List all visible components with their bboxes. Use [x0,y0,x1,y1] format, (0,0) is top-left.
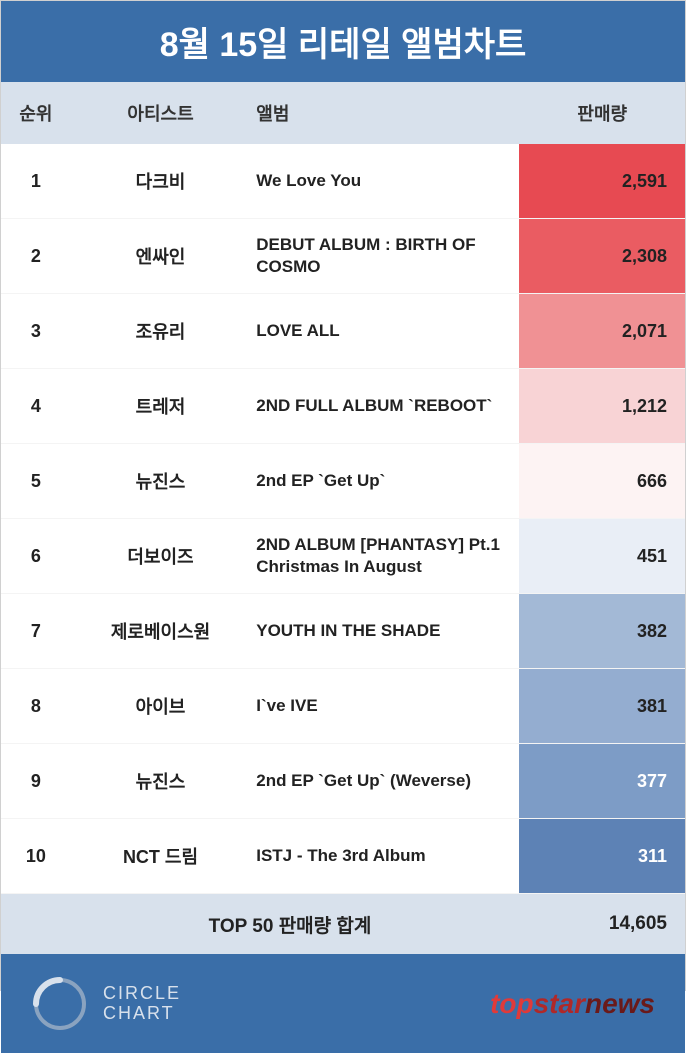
total-label: TOP 50 판매량 합계 [1,911,519,938]
table-row: 8아이브I`ve IVE381 [1,669,685,744]
total-value: 14,605 [519,913,685,935]
cell-artist: 엔싸인 [71,243,250,269]
cell-sales: 2,308 [519,219,685,293]
cell-album: 2ND FULL ALBUM `REBOOT` [250,395,519,417]
table-row: 7제로베이스원YOUTH IN THE SHADE382 [1,594,685,669]
total-row: TOP 50 판매량 합계 14,605 [1,894,685,954]
circle-chart-line1: CIRCLE [103,984,181,1004]
cell-artist: 조유리 [71,318,250,344]
cell-sales: 382 [519,594,685,668]
cell-rank: 4 [1,396,71,417]
cell-sales: 377 [519,744,685,818]
header-artist: 아티스트 [71,100,250,126]
cell-sales: 1,212 [519,369,685,443]
topstarnews-logo: topstarnews [490,988,655,1020]
cell-sales: 2,591 [519,144,685,218]
cell-sales: 666 [519,444,685,518]
table-body: 1다크비We Love You2,5912엔싸인DEBUT ALBUM : BI… [1,144,685,894]
chart-title: 8월 15일 리테일 앨범차트 [1,1,685,82]
table-row: 10NCT 드림ISTJ - The 3rd Album311 [1,819,685,894]
cell-rank: 1 [1,171,71,192]
cell-album: ISTJ - The 3rd Album [250,845,519,867]
cell-rank: 7 [1,621,71,642]
cell-sales: 311 [519,819,685,893]
cell-artist: NCT 드림 [71,843,250,869]
table-row: 9뉴진스2nd EP `Get Up` (Weverse)377 [1,744,685,819]
cell-artist: 뉴진스 [71,768,250,794]
circle-chart-icon [31,975,89,1033]
footer-bar: CIRCLE CHART topstarnews [1,954,685,1053]
cell-album: LOVE ALL [250,320,519,342]
cell-rank: 10 [1,846,71,867]
cell-rank: 8 [1,696,71,717]
topstar-news: news [585,988,655,1019]
cell-artist: 뉴진스 [71,468,250,494]
cell-album: I`ve IVE [250,695,519,717]
cell-sales: 381 [519,669,685,743]
cell-artist: 제로베이스원 [71,618,250,644]
cell-artist: 아이브 [71,693,250,719]
table-row: 5뉴진스2nd EP `Get Up`666 [1,444,685,519]
circle-chart-line2: CHART [103,1004,181,1024]
header-album: 앨범 [250,100,519,126]
cell-album: 2ND ALBUM [PHANTASY] Pt.1 Christmas In A… [250,534,519,578]
header-sales: 판매량 [520,100,686,126]
table-row: 6더보이즈2ND ALBUM [PHANTASY] Pt.1 Christmas… [1,519,685,594]
cell-album: 2nd EP `Get Up` (Weverse) [250,770,519,792]
cell-rank: 9 [1,771,71,792]
cell-artist: 더보이즈 [71,543,250,569]
topstar-top: top [490,988,534,1019]
table-row: 2엔싸인DEBUT ALBUM : BIRTH OF COSMO2,308 [1,219,685,294]
cell-rank: 2 [1,246,71,267]
cell-album: We Love You [250,170,519,192]
cell-album: 2nd EP `Get Up` [250,470,519,492]
table-row: 4트레저2ND FULL ALBUM `REBOOT`1,212 [1,369,685,444]
cell-album: YOUTH IN THE SHADE [250,620,519,642]
cell-rank: 3 [1,321,71,342]
cell-artist: 다크비 [71,168,250,194]
cell-album: DEBUT ALBUM : BIRTH OF COSMO [250,234,519,278]
cell-sales: 2,071 [519,294,685,368]
topstar-star: star [534,988,585,1019]
cell-rank: 5 [1,471,71,492]
header-rank: 순위 [1,100,71,126]
table-header-row: 순위 아티스트 앨범 판매량 [1,82,685,144]
cell-sales: 451 [519,519,685,593]
cell-rank: 6 [1,546,71,567]
table-row: 1다크비We Love You2,591 [1,144,685,219]
cell-artist: 트레저 [71,393,250,419]
table-row: 3조유리LOVE ALL2,071 [1,294,685,369]
circle-chart-logo: CIRCLE CHART [31,975,181,1033]
